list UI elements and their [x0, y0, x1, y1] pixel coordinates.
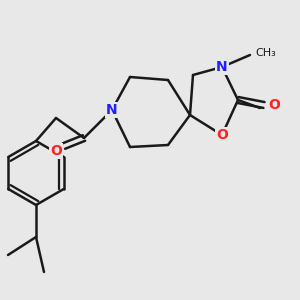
- Text: N: N: [106, 103, 118, 117]
- Text: N: N: [216, 60, 228, 74]
- Text: O: O: [216, 128, 228, 142]
- Text: O: O: [50, 144, 62, 158]
- Text: CH₃: CH₃: [255, 48, 276, 58]
- Text: O: O: [268, 98, 280, 112]
